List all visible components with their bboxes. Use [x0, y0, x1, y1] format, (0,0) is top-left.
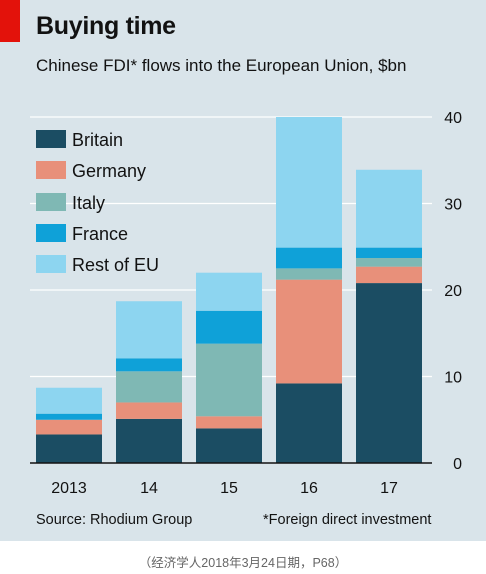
- source-note: Source: Rhodium Group: [36, 512, 193, 528]
- brand-tag: [0, 0, 20, 42]
- bar-segment: [276, 279, 342, 384]
- bar-segment: [116, 301, 182, 359]
- y-tick-label: 40: [444, 110, 462, 127]
- legend-swatch: [36, 255, 66, 273]
- legend-label: Rest of EU: [72, 255, 159, 275]
- axes: 0 10 20 30 40 2013 14 15 16 17: [30, 110, 462, 497]
- bar-segment: [276, 117, 342, 248]
- bar-segment: [36, 419, 102, 435]
- y-tick-label: 0: [453, 456, 462, 473]
- bar-segment: [356, 257, 422, 267]
- y-tick-label: 30: [444, 197, 462, 214]
- y-tick-label: 20: [444, 283, 462, 300]
- bar-segment: [36, 434, 102, 463]
- x-tick-label: 17: [380, 480, 398, 497]
- legend-label: Germany: [72, 161, 146, 181]
- bar-segment: [356, 283, 422, 463]
- bar-segment: [116, 371, 182, 403]
- x-tick-label: 2013: [51, 480, 87, 497]
- legend-label: Britain: [72, 130, 123, 150]
- legend-label: Italy: [72, 193, 105, 213]
- legend-swatch: [36, 161, 66, 179]
- chart-subtitle: Chinese FDI* flows into the European Uni…: [36, 56, 407, 75]
- x-tick-label: 15: [220, 480, 238, 497]
- bar-segment: [356, 266, 422, 284]
- bar-segment: [356, 169, 422, 248]
- chart-plot: 0 10 20 30 40 2013 14 15 16 17 Britain Germany Ital…: [30, 110, 462, 497]
- bar-segment: [116, 358, 182, 372]
- legend-label: France: [72, 224, 128, 244]
- y-tick-label: 10: [444, 370, 462, 387]
- x-tick-label: 16: [300, 480, 318, 497]
- legend: Britain Germany Italy France Rest of EU: [36, 130, 159, 275]
- bar-segment: [196, 272, 262, 311]
- bar-segment: [196, 416, 262, 429]
- bar-segment: [356, 247, 422, 258]
- x-tick-label: 14: [140, 480, 158, 497]
- bar-segment: [276, 247, 342, 269]
- legend-swatch: [36, 130, 66, 148]
- bar-segment: [196, 343, 262, 417]
- footnote: *Foreign direct investment: [263, 512, 432, 528]
- bar-segment: [196, 310, 262, 344]
- bar-segment: [276, 383, 342, 463]
- bar-segment: [196, 428, 262, 463]
- image-caption: （经济学人2018年3月24日期，P68）: [138, 556, 348, 570]
- bar-segment: [116, 418, 182, 463]
- bar-segment: [36, 413, 102, 420]
- legend-swatch: [36, 193, 66, 211]
- bar-segment: [276, 268, 342, 280]
- bars: [36, 117, 422, 463]
- bar-segment: [36, 387, 102, 414]
- legend-swatch: [36, 224, 66, 242]
- chart-figure: Buying time Chinese FDI* flows into the …: [0, 0, 486, 541]
- chart-title: Buying time: [36, 12, 176, 40]
- bar-segment: [116, 402, 182, 419]
